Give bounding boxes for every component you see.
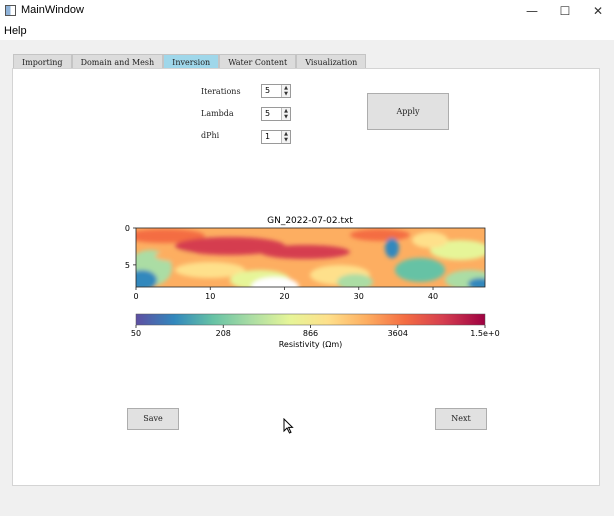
colorbar-label: Resistivity (Ωm) <box>279 340 343 349</box>
tab-bar: Importing Domain and Mesh Inversion Wate… <box>13 54 367 69</box>
apply-button[interactable]: Apply <box>367 93 449 130</box>
x-tick-label: 30 <box>354 292 364 301</box>
heatmap-region <box>175 237 285 255</box>
mouse-cursor-icon <box>283 418 294 434</box>
next-button[interactable]: Next <box>435 408 487 430</box>
colorbar <box>135 313 486 326</box>
colorbar-tick-label: 3604 <box>388 329 408 338</box>
x-tick-label: 10 <box>205 292 215 301</box>
x-tick-label: 0 <box>133 292 138 301</box>
up-arrow-icon[interactable]: ▲ <box>284 85 288 91</box>
colorbar-axis: 50 208 866 3604 1.5e+0 <box>131 325 500 338</box>
app-icon <box>5 5 16 16</box>
heatmap-region <box>350 229 410 241</box>
dphi-stepper[interactable]: ▲ ▼ <box>281 131 290 143</box>
window-title: MainWindow <box>21 4 84 16</box>
heatmap-region <box>155 251 195 261</box>
lambda-stepper[interactable]: ▲ ▼ <box>281 108 290 120</box>
heatmap-region <box>136 229 205 243</box>
iterations-label: Iterations <box>201 87 241 96</box>
tab-domain-and-mesh[interactable]: Domain and Mesh <box>71 54 164 69</box>
lambda-label: Lambda <box>201 109 234 118</box>
iterations-stepper[interactable]: ▲ ▼ <box>281 85 290 97</box>
tab-water-content[interactable]: Water Content <box>219 54 297 69</box>
heatmap-region <box>175 262 245 278</box>
save-button[interactable]: Save <box>127 408 179 430</box>
plot-frame <box>135 227 486 288</box>
close-button[interactable]: ✕ <box>592 4 604 18</box>
heatmap-region <box>337 274 373 287</box>
dphi-value: 1 <box>265 132 271 141</box>
dphi-label: dPhi <box>201 131 220 140</box>
y-axis: 05 <box>125 224 136 270</box>
maximize-button[interactable]: ☐ <box>559 4 571 18</box>
minimize-button[interactable]: — <box>526 4 538 18</box>
heatmap-region <box>412 232 448 248</box>
colorbar-tick-label: 50 <box>131 329 141 338</box>
heatmap-region <box>136 270 157 287</box>
tab-inversion[interactable]: Inversion <box>163 54 220 69</box>
chart-title: GN_2022-07-02.txt <box>267 216 353 226</box>
down-arrow-icon[interactable]: ▼ <box>284 114 288 120</box>
colorbar-tick-label: 1.5e+0 <box>470 329 499 338</box>
lambda-spinbox[interactable]: 5 ▲ ▼ <box>261 107 291 121</box>
lambda-value: 5 <box>265 109 271 118</box>
heatmap-region <box>468 278 485 287</box>
iterations-value: 5 <box>265 86 271 95</box>
heatmap-region <box>395 258 445 282</box>
heatmap <box>136 228 485 287</box>
heatmap-region <box>385 238 399 258</box>
down-arrow-icon[interactable]: ▼ <box>284 91 288 97</box>
iterations-spinbox[interactable]: 5 ▲ ▼ <box>261 84 291 98</box>
menu-bar: Help <box>0 22 614 40</box>
resistivity-chart: GN_2022-07-02.txt 05 0 10 20 30 40 50 208 86 <box>125 216 500 349</box>
title-bar: MainWindow — ☐ ✕ <box>0 0 614 22</box>
dphi-spinbox[interactable]: 1 ▲ ▼ <box>261 130 291 144</box>
down-arrow-icon[interactable]: ▼ <box>284 137 288 143</box>
y-tick-label: 0 <box>125 224 130 233</box>
x-tick-label: 20 <box>279 292 289 301</box>
tab-visualization[interactable]: Visualization <box>296 54 367 69</box>
x-axis: 0 10 20 30 40 <box>133 287 438 301</box>
up-arrow-icon[interactable]: ▲ <box>284 131 288 137</box>
menu-help[interactable]: Help <box>4 25 27 37</box>
y-tick-label: 5 <box>125 261 130 270</box>
tab-importing[interactable]: Importing <box>13 54 72 69</box>
heatmap-region <box>251 277 299 287</box>
colorbar-tick-label: 208 <box>216 329 231 338</box>
up-arrow-icon[interactable]: ▲ <box>284 108 288 114</box>
x-tick-label: 40 <box>428 292 438 301</box>
colorbar-tick-label: 866 <box>303 329 318 338</box>
heatmap-region <box>260 245 350 259</box>
